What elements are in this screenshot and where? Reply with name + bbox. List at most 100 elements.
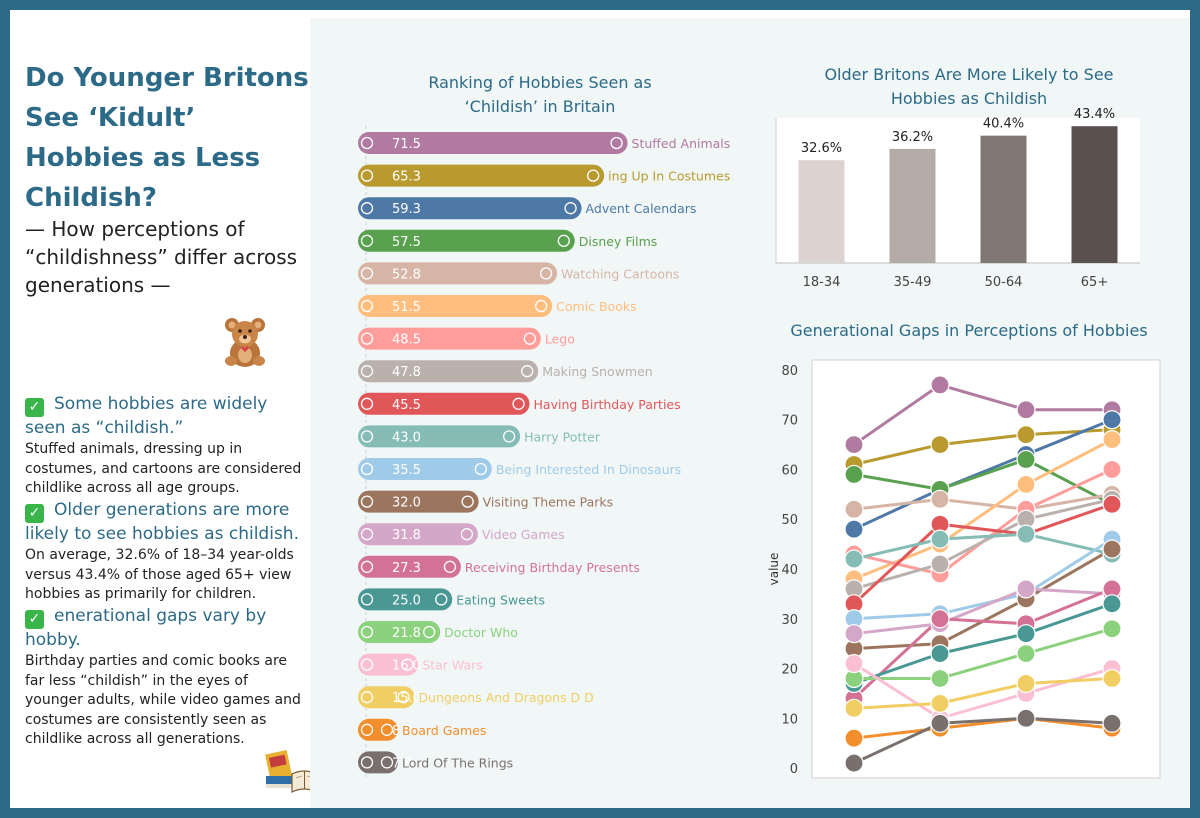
ranking-bar-start-marker bbox=[360, 136, 374, 150]
ranking-category-label: Star Wars bbox=[422, 658, 482, 673]
ranking-bar bbox=[358, 686, 415, 709]
gap-series-point bbox=[1102, 668, 1122, 689]
ranking-category-label: Visiting Theme Parks bbox=[483, 495, 614, 510]
ranking-bar bbox=[358, 653, 419, 676]
ranking-category-label: Having Birthday Parties bbox=[534, 397, 681, 412]
ranking-category-label: Video Games bbox=[482, 527, 565, 542]
gap-y-tick-label: 30 bbox=[781, 613, 798, 628]
gap-series-point bbox=[844, 434, 864, 455]
gap-series-point bbox=[1016, 579, 1036, 599]
age-x-tick-label: 65+ bbox=[1081, 275, 1108, 290]
ranking-bar bbox=[358, 555, 461, 578]
gap-series-point bbox=[930, 713, 950, 733]
gap-series-line bbox=[853, 716, 1113, 740]
gap-x-tick-label: 65+ bbox=[1098, 787, 1125, 788]
ranking-value-label: 35.5 bbox=[392, 463, 421, 478]
age-bar bbox=[980, 135, 1027, 263]
ranking-bar bbox=[358, 327, 541, 350]
ranking-bar-start-marker bbox=[360, 560, 374, 573]
gap-series-point bbox=[930, 489, 950, 509]
gap-series-line bbox=[853, 497, 1113, 591]
ranking-bar-end-marker bbox=[521, 365, 534, 378]
ranking-value-label: 57.5 bbox=[392, 235, 421, 250]
ranking-bar bbox=[358, 197, 582, 220]
ranking-bar bbox=[358, 588, 453, 611]
age-bar bbox=[889, 148, 936, 263]
gap-series-point bbox=[844, 549, 864, 569]
age-bar-chart: Older Britons Are More Likely to See Hobb… bbox=[775, 65, 1140, 290]
age-bar-value-label: 36.2% bbox=[892, 130, 933, 145]
ranking-bar bbox=[358, 132, 628, 154]
ranking-bar-start-marker bbox=[360, 332, 374, 345]
ranking-category-label: Board Games bbox=[402, 723, 486, 738]
ranking-bar-start-marker bbox=[360, 365, 374, 378]
ranking-bar-start-marker bbox=[360, 658, 374, 671]
ranking-bar-end-marker bbox=[523, 332, 536, 345]
ranking-value-label: 59.3 bbox=[392, 202, 421, 217]
generational-gap-chart: Generational Gaps in Perceptions of Hobb… bbox=[767, 321, 1161, 788]
ranking-bar-end-marker bbox=[460, 528, 474, 541]
gap-series-point bbox=[930, 554, 950, 574]
page-subtitle: — How perceptions of “childishness” diff… bbox=[25, 217, 298, 297]
ranking-bar-start-marker bbox=[360, 462, 374, 476]
gap-series-point bbox=[1016, 643, 1036, 664]
age-chart-title: Older Britons Are More Likely to See Hobb… bbox=[824, 65, 1113, 108]
point-3: ✓ enerational gaps vary by hobby. Birthda… bbox=[25, 605, 310, 750]
point-1: ✓ Some hobbies are widely seen as “childi… bbox=[25, 393, 310, 499]
ranking-bar-start-marker bbox=[360, 299, 374, 313]
ranking-value-label: 48.5 bbox=[392, 333, 421, 348]
gap-series-line bbox=[853, 418, 1113, 531]
gap-series-point bbox=[930, 643, 950, 664]
ranking-value-label: 45.5 bbox=[392, 398, 421, 413]
ranking-bar-end-marker bbox=[397, 691, 410, 704]
point-3-body: Birthday parties and comic books are far… bbox=[25, 653, 301, 747]
ranking-bar-start-marker bbox=[360, 202, 374, 215]
check-icon: ✓ bbox=[25, 610, 44, 629]
gap-series-point bbox=[844, 728, 864, 748]
point-2-body: On average, 32.6% of 18–34 year-olds ver… bbox=[25, 547, 294, 602]
ranking-bar bbox=[358, 360, 539, 383]
gap-series-line bbox=[852, 587, 1113, 700]
point-2-heading: Older generations are more likely to see… bbox=[25, 500, 299, 544]
gap-series-point bbox=[1016, 400, 1036, 420]
ranking-bar bbox=[358, 262, 558, 285]
gap-y-tick-label: 60 bbox=[781, 463, 798, 478]
gap-y-tick-label: 10 bbox=[781, 712, 798, 727]
gap-series-point bbox=[930, 529, 950, 549]
gap-series-line bbox=[853, 428, 1113, 466]
gap-series-line bbox=[854, 627, 1113, 680]
ranking-bar-end-marker bbox=[423, 625, 436, 639]
gap-series-point bbox=[1102, 594, 1122, 614]
gap-series-point bbox=[930, 434, 950, 455]
gap-series-point bbox=[930, 375, 950, 395]
gap-series-line bbox=[853, 457, 1113, 506]
ranking-bar-start-marker bbox=[360, 528, 374, 541]
gap-series-line bbox=[853, 602, 1113, 685]
ranking-bar bbox=[358, 392, 530, 415]
gap-y-tick-label: 20 bbox=[781, 663, 798, 678]
age-x-tick-label: 18-34 bbox=[803, 275, 841, 290]
teddy-bear-icon bbox=[225, 318, 265, 367]
ranking-chart: Ranking of Hobbies Seen as ‘Childish’ in … bbox=[358, 73, 730, 780]
ranking-category-label: Eating Sweets bbox=[456, 592, 545, 607]
gap-series-point bbox=[1016, 524, 1036, 544]
right-panel: Ranking of Hobbies Seen as ‘Childish’ in … bbox=[310, 18, 1190, 808]
gap-series-line bbox=[853, 587, 1113, 636]
ranking-bar bbox=[358, 458, 492, 480]
age-bar bbox=[798, 160, 845, 263]
gap-series-point bbox=[1102, 410, 1122, 430]
infographic-frame: Do Younger Britons See ‘Kidult’ Hobbies … bbox=[10, 10, 1190, 808]
ranking-bar-end-marker bbox=[435, 593, 448, 606]
ranking-value-label: 47.8 bbox=[392, 365, 421, 380]
check-icon: ✓ bbox=[25, 504, 44, 523]
ranking-category-label: Lego bbox=[545, 332, 575, 347]
gap-series-point bbox=[844, 499, 864, 519]
ranking-chart-title: Ranking of Hobbies Seen as ‘Childish’ in … bbox=[428, 73, 651, 116]
gap-series-line bbox=[853, 438, 1113, 581]
gap-series-line bbox=[853, 676, 1113, 710]
ranking-category-label: Harry Potter bbox=[524, 429, 601, 444]
gap-x-tick-label: 18-34 bbox=[835, 787, 873, 788]
ranking-category-label: Comic Books bbox=[556, 299, 637, 314]
ranking-bar-start-marker bbox=[360, 267, 374, 280]
ranking-bar-start-marker bbox=[360, 430, 374, 443]
